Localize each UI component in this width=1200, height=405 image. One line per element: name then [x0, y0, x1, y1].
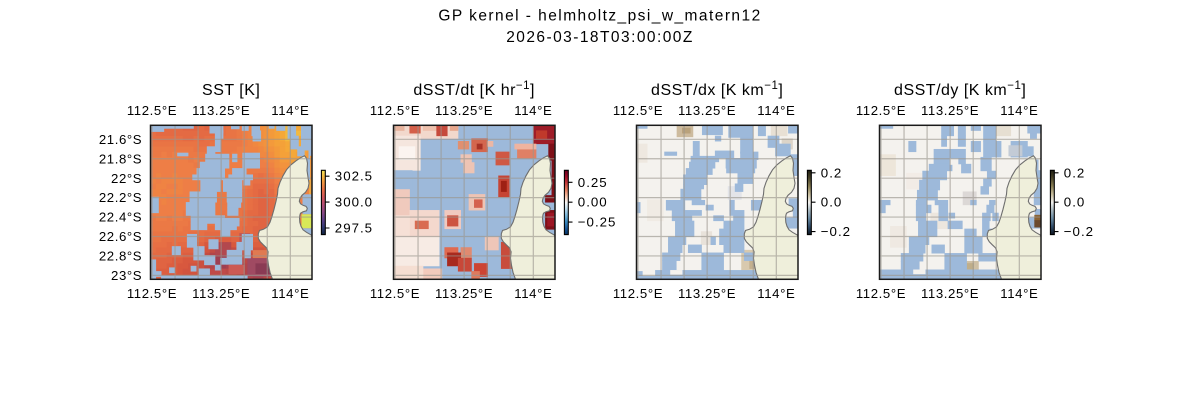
- svg-text:0.0: 0.0: [821, 195, 843, 210]
- svg-text:dSST/dy [K km−1]: dSST/dy [K km−1]: [894, 80, 1026, 99]
- svg-text:0.25: 0.25: [578, 175, 608, 190]
- svg-text:GP kernel - helmholtz_psi_w_ma: GP kernel - helmholtz_psi_w_matern12: [438, 7, 761, 24]
- svg-text:114°E: 114°E: [271, 103, 309, 118]
- svg-text:113.25°E: 113.25°E: [192, 286, 250, 301]
- svg-text:297.5: 297.5: [335, 221, 373, 236]
- svg-text:112.5°E: 112.5°E: [856, 103, 906, 118]
- svg-text:113.25°E: 113.25°E: [435, 286, 493, 301]
- svg-text:22.6°S: 22.6°S: [99, 229, 142, 244]
- svg-text:300.0: 300.0: [335, 195, 373, 210]
- svg-text:21.8°S: 21.8°S: [99, 151, 142, 166]
- svg-text:114°E: 114°E: [514, 103, 552, 118]
- svg-text:112.5°E: 112.5°E: [127, 103, 177, 118]
- svg-text:2026-03-18T03:00:00Z: 2026-03-18T03:00:00Z: [506, 29, 694, 46]
- svg-text:112.5°E: 112.5°E: [370, 103, 420, 118]
- svg-text:113.25°E: 113.25°E: [678, 103, 736, 118]
- svg-text:dSST/dt [K hr−1]: dSST/dt [K hr−1]: [413, 80, 535, 99]
- svg-text:22.4°S: 22.4°S: [99, 210, 142, 225]
- svg-text:22°S: 22°S: [111, 171, 142, 186]
- svg-text:113.25°E: 113.25°E: [921, 103, 979, 118]
- svg-text:−0.25: −0.25: [578, 215, 617, 230]
- svg-text:23°S: 23°S: [111, 268, 142, 283]
- svg-text:112.5°E: 112.5°E: [613, 286, 663, 301]
- svg-text:SST [K]: SST [K]: [202, 82, 260, 99]
- svg-text:112.5°E: 112.5°E: [370, 286, 420, 301]
- svg-text:112.5°E: 112.5°E: [613, 103, 663, 118]
- svg-text:0.2: 0.2: [1064, 165, 1086, 180]
- svg-text:114°E: 114°E: [271, 286, 309, 301]
- svg-text:114°E: 114°E: [514, 286, 552, 301]
- svg-text:114°E: 114°E: [1000, 103, 1038, 118]
- svg-text:112.5°E: 112.5°E: [856, 286, 906, 301]
- svg-text:114°E: 114°E: [757, 103, 795, 118]
- svg-text:22.8°S: 22.8°S: [99, 249, 142, 264]
- svg-text:114°E: 114°E: [1000, 286, 1038, 301]
- svg-text:112.5°E: 112.5°E: [127, 286, 177, 301]
- svg-text:114°E: 114°E: [757, 286, 795, 301]
- svg-text:−0.2: −0.2: [821, 224, 851, 239]
- svg-text:0.2: 0.2: [821, 165, 843, 180]
- svg-text:113.25°E: 113.25°E: [921, 286, 979, 301]
- svg-text:113.25°E: 113.25°E: [192, 103, 250, 118]
- svg-text:dSST/dx [K km−1]: dSST/dx [K km−1]: [651, 80, 783, 99]
- svg-text:21.6°S: 21.6°S: [99, 132, 142, 147]
- svg-text:0.0: 0.0: [1064, 195, 1086, 210]
- svg-text:0.00: 0.00: [578, 195, 608, 210]
- svg-text:302.5: 302.5: [335, 169, 373, 184]
- svg-text:113.25°E: 113.25°E: [678, 286, 736, 301]
- svg-text:113.25°E: 113.25°E: [435, 103, 493, 118]
- svg-text:−0.2: −0.2: [1064, 224, 1094, 239]
- svg-text:22.2°S: 22.2°S: [99, 190, 142, 205]
